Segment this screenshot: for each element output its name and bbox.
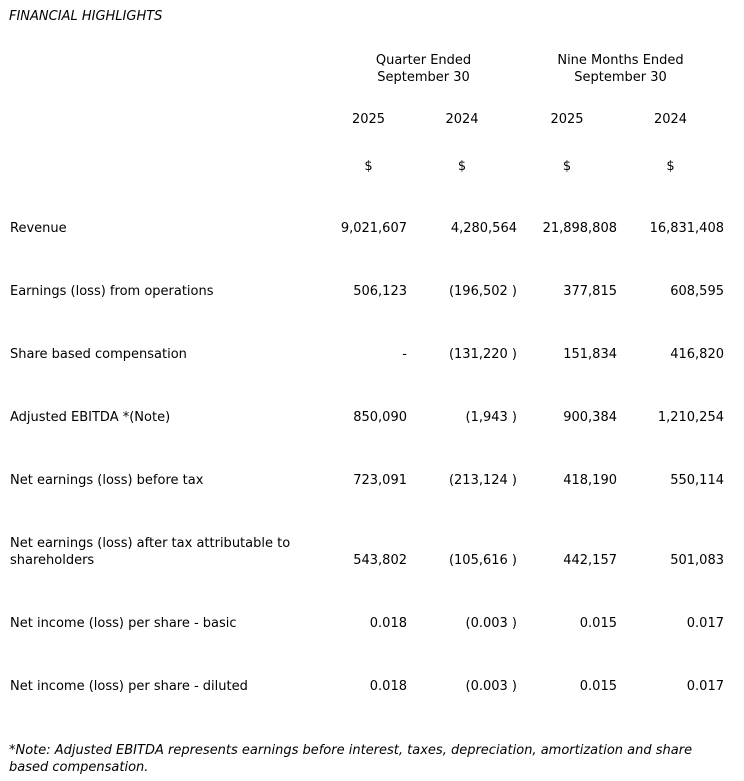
- table-row-share-based-compensation: Share based compensation - (131,220 ) 15…: [0, 300, 744, 363]
- table-row-revenue: Revenue 9,021,607 4,280,564 21,898,808 1…: [0, 175, 744, 237]
- cell-value: 850,090: [353, 410, 407, 425]
- cell-value: 377,815: [563, 284, 617, 299]
- cell-value: (196,502 ): [448, 284, 517, 299]
- cell-value: 0.017: [686, 616, 724, 631]
- cell-value: 506,123: [353, 284, 407, 299]
- table-row-net-earnings-after-tax: Net earnings (loss) after tax attributab…: [0, 489, 744, 569]
- row-label: Adjusted EBITDA *(Note): [0, 363, 330, 426]
- cell-value: (213,124 ): [448, 473, 517, 488]
- dollar-sign: $: [666, 159, 675, 174]
- row-label-text: Revenue: [10, 221, 67, 236]
- row-label: Earnings (loss) from operations: [0, 237, 330, 300]
- empty-header-cell: [0, 52, 330, 86]
- cell-value: 16,831,408: [649, 221, 724, 236]
- cell-value: 21,898,808: [542, 221, 617, 236]
- page-title: FINANCIAL HIGHLIGHTS: [9, 9, 163, 24]
- col-group-quarter-ended: Quarter Ended September 30: [330, 52, 517, 86]
- cell-value: 0.018: [369, 679, 407, 694]
- cell-value: 723,091: [353, 473, 407, 488]
- row-label-text: Net earnings (loss) after tax attributab…: [10, 536, 291, 568]
- cell-value: (0.003 ): [465, 616, 518, 631]
- year-header-q-2025: 2025: [351, 112, 386, 127]
- cell-value: 1,210,254: [657, 410, 724, 425]
- cell-value: 501,083: [670, 553, 724, 568]
- cell-value: 151,834: [563, 347, 617, 362]
- currency-header-row: $ $ $ $: [0, 128, 744, 175]
- cell-value: (131,220 ): [448, 347, 517, 362]
- dollar-sign: $: [562, 159, 572, 174]
- cell-value: 9,021,607: [340, 221, 407, 236]
- year-header-row: 2025 2024 2025 2024: [0, 86, 744, 128]
- cell-value: (0.003 ): [465, 679, 518, 694]
- row-label: Net income (loss) per share - diluted: [0, 632, 330, 695]
- table-row-net-income-per-share-basic: Net income (loss) per share - basic 0.01…: [0, 569, 744, 632]
- table-row-earnings-from-operations: Earnings (loss) from operations 506,123 …: [0, 237, 744, 300]
- empty-header-cell: [0, 86, 330, 128]
- row-label-text: Net earnings (loss) before tax: [10, 473, 204, 488]
- row-label-text: Adjusted EBITDA *(Note): [10, 410, 171, 425]
- col-group-nine-months-line1: Nine Months Ended: [557, 53, 684, 68]
- cell-value: 900,384: [563, 410, 617, 425]
- cell-value: 0.018: [369, 616, 407, 631]
- table-row-adjusted-ebitda: Adjusted EBITDA *(Note) 850,090 (1,943 )…: [0, 363, 744, 426]
- cell-value: 608,595: [670, 284, 724, 299]
- col-group-nine-months-line2: September 30: [574, 70, 667, 85]
- cell-value: (1,943 ): [465, 410, 518, 425]
- cell-value: 0.015: [579, 616, 617, 631]
- row-label-text: Earnings (loss) from operations: [10, 284, 214, 299]
- row-label-text: Net income (loss) per share - basic: [10, 616, 237, 631]
- dollar-sign: $: [364, 159, 373, 174]
- year-header-q-2024: 2024: [445, 112, 479, 127]
- cell-value: 550,114: [670, 473, 724, 488]
- cell-value: 0.015: [579, 679, 617, 694]
- dollar-sign: $: [457, 159, 467, 174]
- footnote: *Note: Adjusted EBITDA represents earnin…: [9, 743, 693, 775]
- row-label: Net earnings (loss) before tax: [0, 426, 330, 489]
- cell-value: -: [402, 347, 407, 362]
- col-group-quarter-line2: September 30: [377, 70, 470, 85]
- col-group-quarter-line1: Quarter Ended: [375, 53, 472, 68]
- empty-header-cell: [0, 128, 330, 175]
- row-label: Revenue: [0, 175, 330, 237]
- row-label: Net income (loss) per share - basic: [0, 569, 330, 632]
- row-label-text: Net income (loss) per share - diluted: [10, 679, 248, 694]
- cell-value: 543,802: [353, 553, 407, 568]
- cell-value: 4,280,564: [450, 221, 517, 236]
- cell-value: 442,157: [563, 553, 617, 568]
- column-group-header-row: Quarter Ended September 30 Nine Months E…: [0, 52, 744, 86]
- cell-value: 0.017: [686, 679, 724, 694]
- cell-value: (105,616 ): [448, 553, 517, 568]
- year-header-nm-2025: 2025: [550, 112, 584, 127]
- year-header-nm-2024: 2024: [653, 112, 688, 127]
- financial-highlights-table: Quarter Ended September 30 Nine Months E…: [0, 52, 744, 695]
- table-row-net-earnings-before-tax: Net earnings (loss) before tax 723,091 (…: [0, 426, 744, 489]
- cell-value: 418,190: [563, 473, 617, 488]
- table-row-net-income-per-share-diluted: Net income (loss) per share - diluted 0.…: [0, 632, 744, 695]
- col-group-nine-months-ended: Nine Months Ended September 30: [517, 52, 744, 86]
- row-label: Share based compensation: [0, 300, 330, 363]
- cell-value: 416,820: [670, 347, 724, 362]
- row-label: Net earnings (loss) after tax attributab…: [0, 489, 330, 569]
- row-label-text: Share based compensation: [10, 347, 187, 362]
